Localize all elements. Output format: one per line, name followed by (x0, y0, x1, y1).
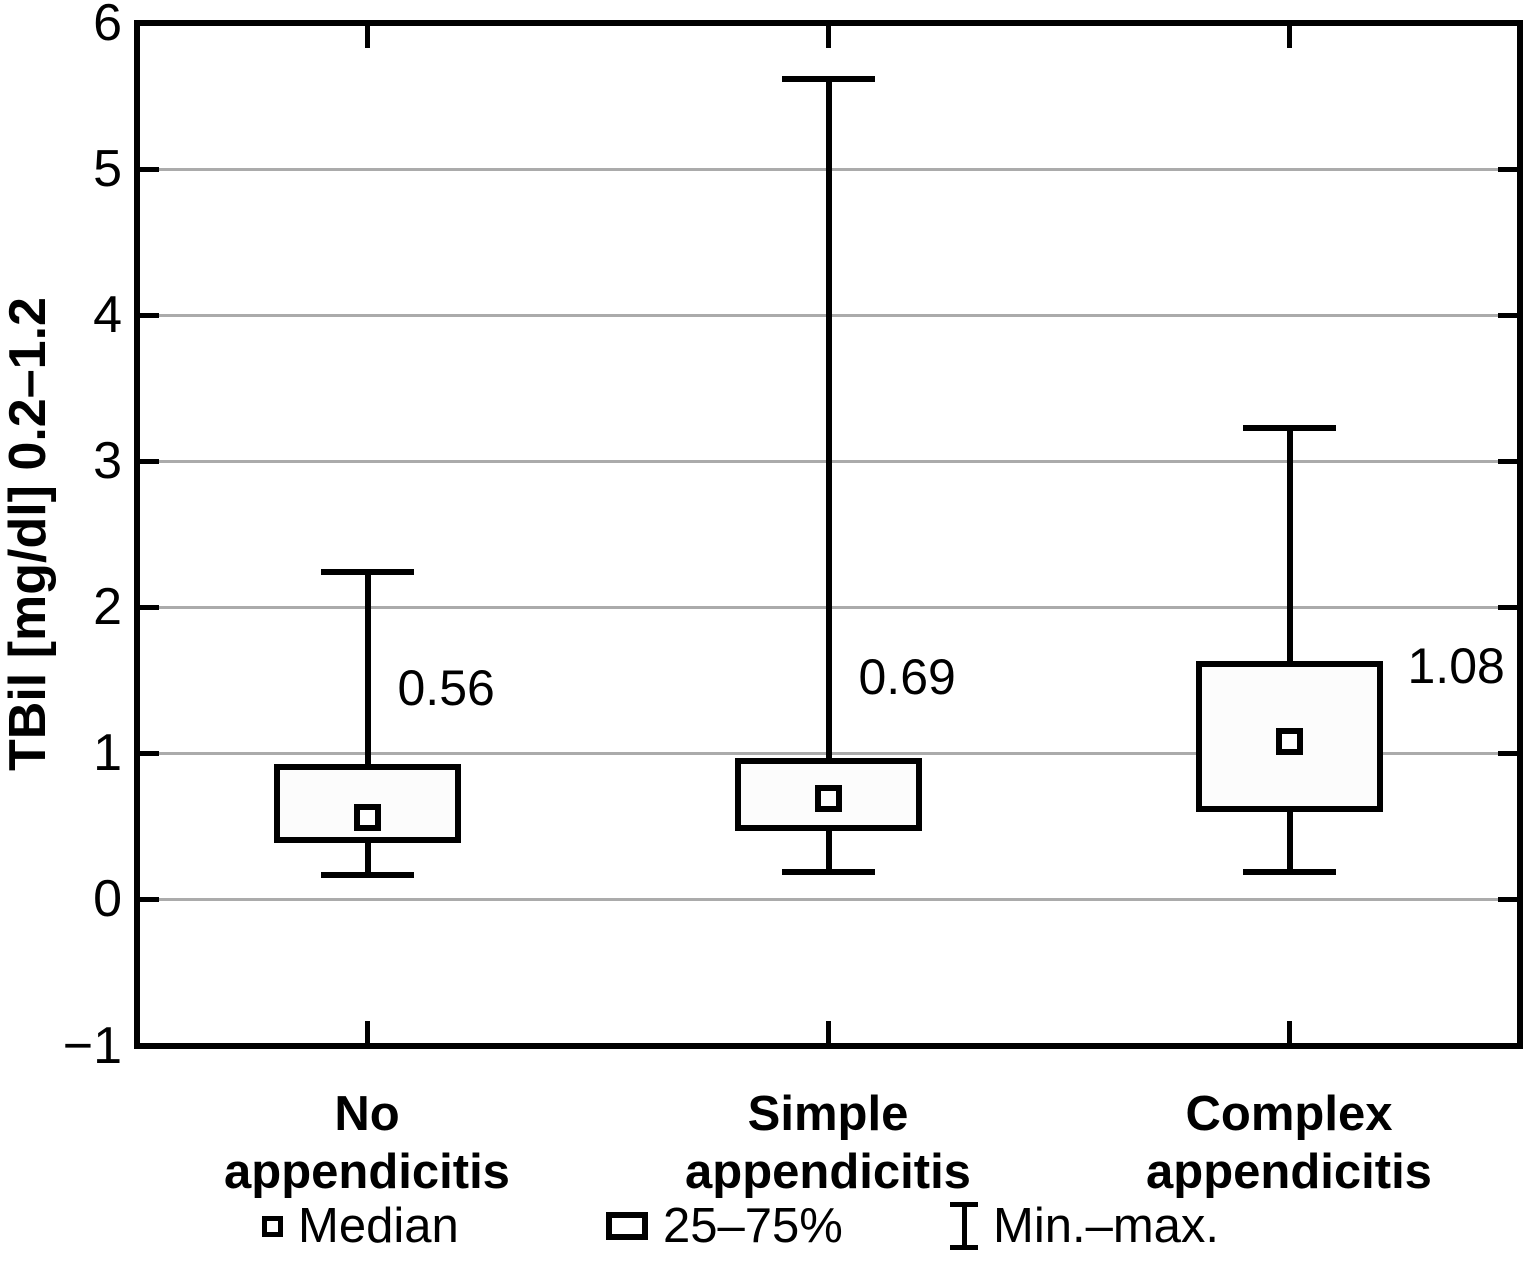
y-axis-tick-left (134, 312, 159, 318)
x-axis-tick-top (365, 20, 370, 48)
y-axis-tick-left (134, 458, 159, 464)
iqr-box (274, 763, 461, 843)
y-axis-tick-right (1498, 896, 1523, 902)
legend-item-iqr: 25–75% (606, 1196, 843, 1256)
y-tick-label: 1 (93, 724, 122, 783)
x-axis-tick-bottom (365, 1020, 370, 1049)
median-value-label: 1.08 (1407, 637, 1505, 694)
whisker-cap-max (782, 75, 875, 82)
median-value-label: 0.56 (397, 659, 495, 716)
category-line: No (334, 1087, 400, 1141)
whisker-cap-max (321, 569, 414, 576)
y-axis-tick-right (1498, 312, 1523, 318)
median-marker (1276, 728, 1303, 756)
median-value-label: 0.69 (858, 649, 956, 706)
y-tick-label: 0 (93, 870, 122, 929)
whisker-line (1286, 427, 1293, 872)
y-axis-tick-right (1498, 604, 1523, 610)
median-marker (815, 785, 842, 813)
legend-label: Min.–max. (993, 1199, 1220, 1253)
x-axis-tick-bottom (1287, 1020, 1292, 1049)
category-line: Complex (1185, 1087, 1393, 1141)
y-axis-tick-left (134, 166, 159, 172)
y-axis-tick-left (134, 896, 159, 902)
category-line: Simple (747, 1087, 909, 1141)
whisker-cap-max (1243, 424, 1336, 431)
y-tick-label: 5 (93, 140, 122, 199)
x-axis-tick-top (1287, 20, 1292, 48)
median-marker (354, 804, 381, 832)
y-axis-tick-right (1498, 750, 1523, 756)
median-square-icon (262, 1215, 283, 1237)
y-axis-tick-left (134, 750, 159, 756)
legend-item-minmax: Min.–max. (950, 1196, 1219, 1256)
y-tick-label: 6 (93, 0, 122, 52)
y-tick-label: 2 (93, 578, 122, 637)
category-label-simple-appendicitis: Simple appendicitis (578, 1085, 1078, 1201)
whisker-cap-min (1243, 868, 1336, 875)
min-max-whisker-icon (950, 1202, 978, 1250)
y-tick-label: 3 (93, 432, 122, 491)
whisker-cap-min (782, 868, 875, 875)
y-axis-tick-right (1498, 458, 1523, 464)
plot-frame (134, 20, 1523, 1049)
legend-label: 25–75% (663, 1199, 843, 1253)
y-axis-tick-right (1498, 166, 1523, 172)
legend-item-median: Median (262, 1196, 459, 1256)
y-axis-tick-left (134, 604, 159, 610)
x-axis-tick-bottom (826, 1020, 831, 1049)
y-tick-label: 4 (93, 286, 122, 345)
category-line: appendicitis (224, 1145, 510, 1199)
y-tick-label: −1 (62, 1016, 122, 1075)
whisker-line (825, 78, 832, 872)
category-label-complex-appendicitis: Complex appendicitis (1039, 1085, 1525, 1201)
whisker-line (364, 572, 371, 875)
legend-label: Median (298, 1199, 459, 1253)
category-line: appendicitis (1146, 1145, 1432, 1199)
x-axis-tick-top (826, 20, 831, 48)
category-line: appendicitis (685, 1145, 971, 1199)
category-label-no-appendicitis: No appendicitis (117, 1085, 617, 1201)
whisker-cap-min (321, 871, 414, 878)
gridline-y-0 (140, 897, 1517, 901)
iqr-box-icon (606, 1212, 648, 1240)
